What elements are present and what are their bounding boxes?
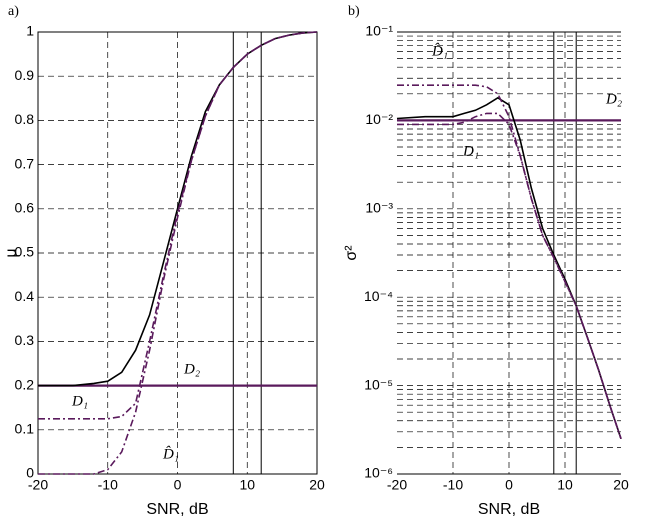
curve-label: D₂ xyxy=(605,91,622,107)
x-axis-label: SNR, dB xyxy=(146,501,208,518)
curve-label: D₁ xyxy=(462,143,479,159)
x-tick-label: -20 xyxy=(28,477,48,493)
panel-label: b) xyxy=(348,4,360,19)
x-tick-label: -10 xyxy=(443,477,463,493)
y-tick-label: 10⁻² xyxy=(365,111,393,127)
series-line xyxy=(38,31,318,420)
x-tick-label: 10 xyxy=(239,477,255,493)
x-tick-label: 10 xyxy=(557,477,573,493)
series-line xyxy=(397,112,622,440)
y-tick-label: 0.3 xyxy=(15,332,35,348)
y-axis-label: σ² xyxy=(343,245,360,261)
axes-frame xyxy=(37,31,318,475)
y-tick-label: 10⁻⁵ xyxy=(364,376,393,392)
x-tick-label: 20 xyxy=(613,477,629,493)
panel-label: a) xyxy=(8,4,19,19)
x-tick-label: 20 xyxy=(309,477,325,493)
x-tick-label: 0 xyxy=(505,477,513,493)
y-tick-label: 0.8 xyxy=(15,111,35,127)
y-tick-label: 0.1 xyxy=(15,421,35,437)
y-tick-label: 0.7 xyxy=(15,155,35,171)
x-tick-label: -10 xyxy=(98,477,118,493)
y-tick-label: 0 xyxy=(26,465,34,481)
y-tick-label: 0.5 xyxy=(15,244,35,260)
y-tick-label: 10⁻⁴ xyxy=(364,288,393,304)
curve-label: D₂ xyxy=(183,361,200,377)
y-tick-label: 10⁻³ xyxy=(365,200,393,216)
axes-frame xyxy=(397,31,621,475)
y-tick-label: 0.2 xyxy=(15,376,35,392)
series-line xyxy=(38,31,318,475)
x-tick-label: 0 xyxy=(174,477,182,493)
x-axis-label: SNR, dB xyxy=(478,501,540,518)
x-tick-label: -20 xyxy=(387,477,407,493)
y-tick-label: 1 xyxy=(26,23,34,39)
y-axis-label: μ xyxy=(3,248,20,257)
y-tick-label: 0.9 xyxy=(15,67,35,83)
curve-label: D₁ xyxy=(71,393,88,409)
curve-label: D̂₁ xyxy=(162,446,179,462)
curve-label: D̂₁ xyxy=(431,43,448,59)
y-tick-label: 10⁻⁶ xyxy=(364,465,393,481)
y-tick-label: 0.6 xyxy=(15,200,35,216)
y-tick-label: 0.4 xyxy=(15,288,35,304)
y-tick-label: 10⁻¹ xyxy=(365,23,393,39)
